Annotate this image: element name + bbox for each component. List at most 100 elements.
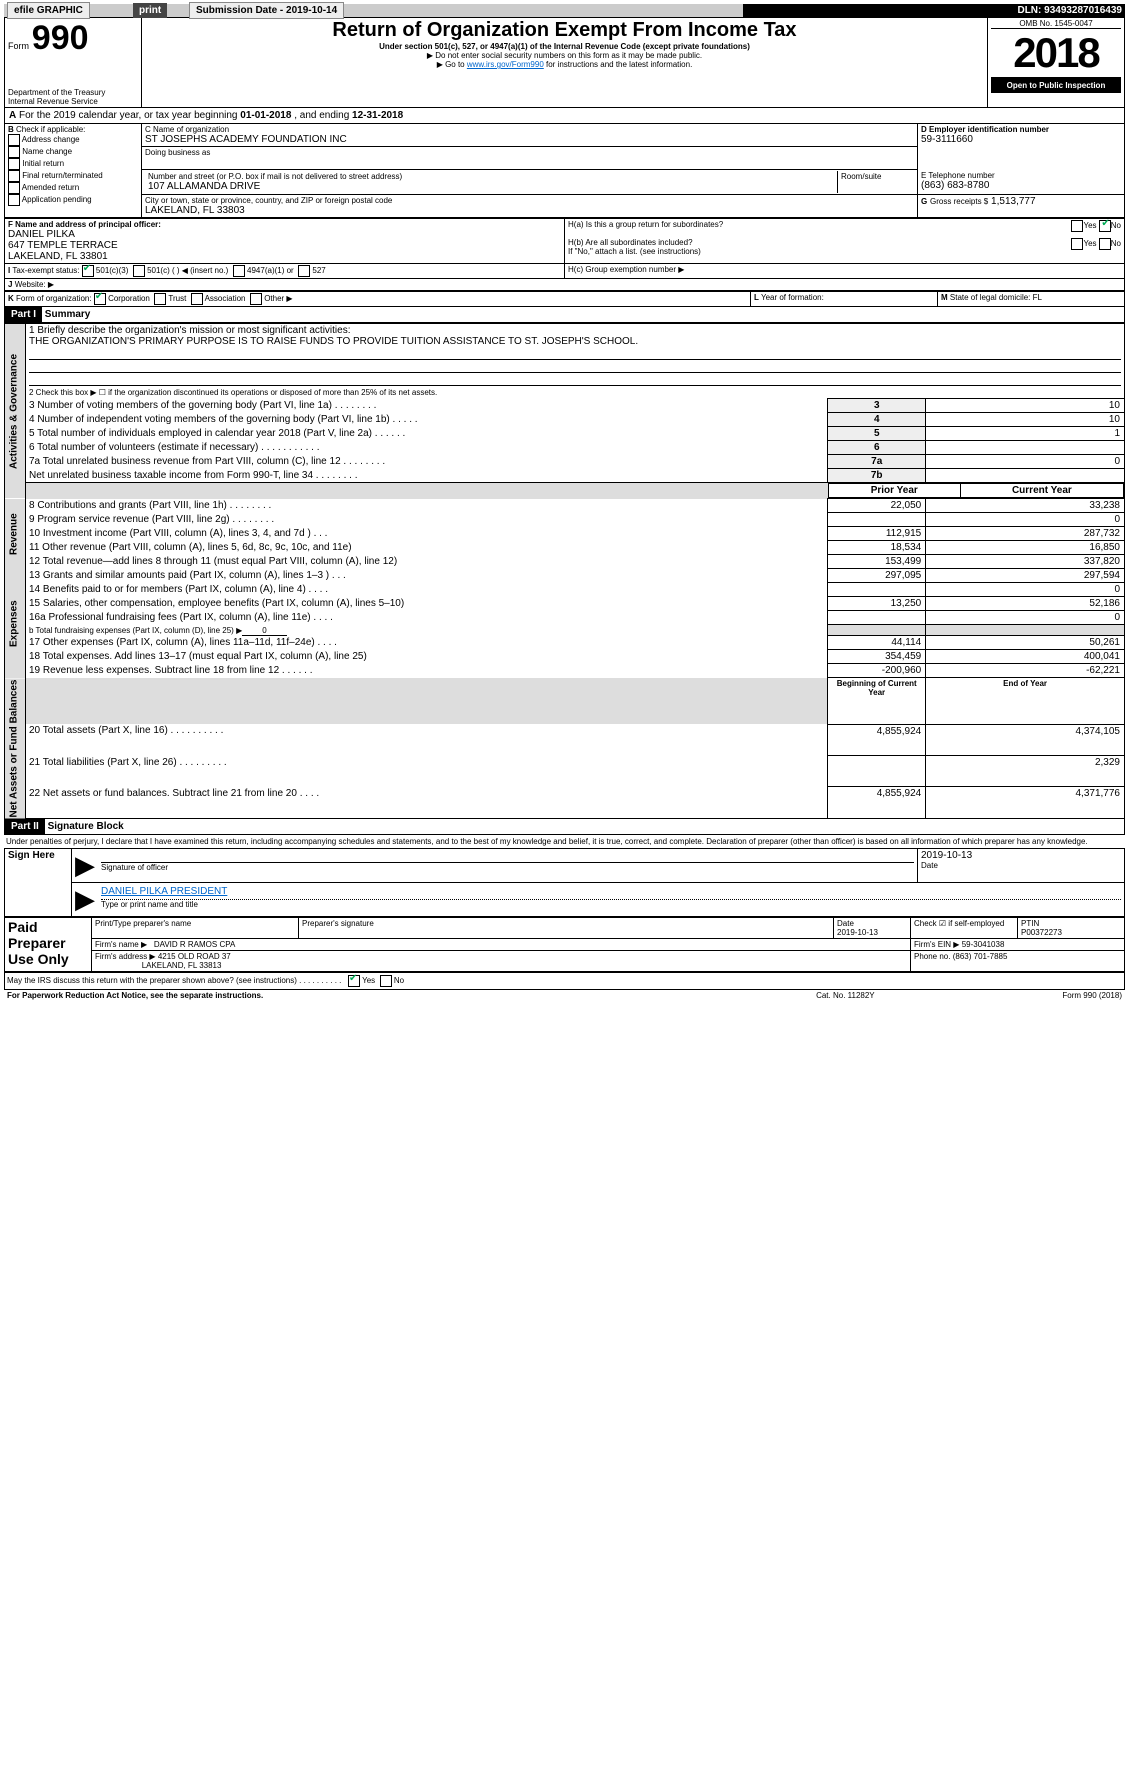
r14c: 0 <box>926 583 1125 597</box>
v7b <box>926 469 1125 483</box>
part2-block: Part II Signature Block <box>4 819 1125 835</box>
ha-yes: Yes <box>1083 221 1096 230</box>
dept-treasury: Department of the Treasury <box>8 88 138 97</box>
street-address: 107 ALLAMANDA DRIVE <box>148 181 834 192</box>
i-4947: 4947(a)(1) or <box>247 266 294 275</box>
part1-title: Summary <box>45 309 91 320</box>
d-label: D Employer identification number <box>921 125 1121 134</box>
prep-name-lbl: Print/Type preparer's name <box>92 917 299 938</box>
officer-group-block: F Name and address of principal officer:… <box>4 218 1125 291</box>
cat-no: Cat. No. 11282Y <box>753 990 937 1001</box>
v3: 10 <box>926 399 1125 413</box>
officer-signed-name[interactable]: DANIEL PILKA PRESIDENT <box>101 886 227 897</box>
line7a: 7a Total unrelated business revenue from… <box>26 455 828 469</box>
boy-hdr: Beginning of Current Year <box>828 678 926 725</box>
r14p <box>828 583 926 597</box>
r19c: -62,221 <box>926 664 1125 678</box>
vtab-revenue: Revenue <box>5 499 26 569</box>
firm-name: DAVID R RAMOS CPA <box>154 940 236 949</box>
m-label: M <box>941 293 948 302</box>
line7b: Net unrelated business taxable income fr… <box>26 469 828 483</box>
line6: 6 Total number of volunteers (estimate i… <box>26 441 828 455</box>
line8: 8 Contributions and grants (Part VIII, l… <box>26 499 828 513</box>
r12c: 337,820 <box>926 555 1125 569</box>
omb-number: OMB No. 1545-0047 <box>991 19 1121 29</box>
r13p: 297,095 <box>828 569 926 583</box>
r16c: 0 <box>926 611 1125 625</box>
paid-preparer-label: Paid Preparer Use Only <box>5 917 92 971</box>
l-label: L <box>754 293 759 302</box>
r12p: 153,499 <box>828 555 926 569</box>
klm-block: K Form of organization: Corporation Trus… <box>4 291 1125 307</box>
line15: 15 Salaries, other compensation, employe… <box>26 597 828 611</box>
form-subtitle1: Under section 501(c), 527, or 4947(a)(1)… <box>145 42 984 51</box>
line16a: 16a Professional fundraising fees (Part … <box>26 611 828 625</box>
line9: 9 Program service revenue (Part VIII, li… <box>26 513 828 527</box>
officer-addr1: 647 TEMPLE TERRACE <box>8 240 561 251</box>
ha-no: No <box>1111 221 1121 230</box>
paid-preparer-block: Paid Preparer Use Only Print/Type prepar… <box>4 917 1125 972</box>
vtab-expenses: Expenses <box>5 569 26 678</box>
hb-text: H(b) Are all subordinates included? <box>568 238 693 247</box>
sig-date-label: Date <box>921 861 1121 870</box>
part1-table: Activities & Governance 1 Briefly descri… <box>4 323 1125 819</box>
phone-lbl: Phone no. <box>914 952 950 961</box>
discuss-text: May the IRS discuss this return with the… <box>7 976 341 985</box>
addr-label: Number and street (or P.O. box if mail i… <box>148 172 834 181</box>
firm-ein-lbl: Firm's EIN ▶ <box>914 940 959 949</box>
ha-text: H(a) Is this a group return for subordin… <box>568 220 723 229</box>
submission-date: Submission Date - 2019-10-14 <box>189 2 344 19</box>
k-assoc: Association <box>205 294 246 303</box>
hb-no: No <box>1111 239 1121 248</box>
goto-prefix: ▶ Go to <box>437 60 467 69</box>
m-text: State of legal domicile: FL <box>950 293 1042 302</box>
part1-hdr: Part I <box>5 307 42 322</box>
form990-link[interactable]: www.irs.gov/Form990 <box>467 60 544 69</box>
open-inspection: Open to Public Inspection <box>991 77 1121 93</box>
r8c: 33,238 <box>926 499 1125 513</box>
g-text: Gross receipts $ <box>930 197 988 206</box>
dba-label: Doing business as <box>145 148 914 157</box>
form-footer: Form 990 (2018) <box>938 990 1125 1001</box>
vtab-governance: Activities & Governance <box>5 324 26 499</box>
r9c: 0 <box>926 513 1125 527</box>
tax-year: 2018 <box>991 29 1121 77</box>
r20c: 4,374,105 <box>926 724 1125 755</box>
officer-name: DANIEL PILKA <box>8 229 561 240</box>
footer: For Paperwork Reduction Act Notice, see … <box>4 990 1125 1001</box>
part2-title: Signature Block <box>48 821 124 832</box>
form-title: Return of Organization Exempt From Incom… <box>145 19 984 42</box>
mission-text: THE ORGANIZATION'S PRIMARY PURPOSE IS TO… <box>29 336 1121 347</box>
k-other: Other ▶ <box>264 294 292 303</box>
form-number: 990 <box>32 19 89 57</box>
line22: 22 Net assets or fund balances. Subtract… <box>26 787 828 818</box>
g-label: G <box>921 197 927 206</box>
k-trust: Trust <box>168 294 186 303</box>
r16p <box>828 611 926 625</box>
r15c: 52,186 <box>926 597 1125 611</box>
print-button[interactable]: print <box>133 3 167 18</box>
j-website: Website: ▶ <box>15 280 54 289</box>
i-label: I <box>8 266 10 275</box>
check-self-employed: Check ☑ if self-employed <box>911 917 1018 938</box>
efile-label: efile GRAPHIC <box>7 2 90 19</box>
firm-addr-lbl: Firm's address ▶ <box>95 952 156 961</box>
current-year-hdr: Current Year <box>960 484 1123 498</box>
goto-suffix: for instructions and the latest informat… <box>544 60 693 69</box>
r22c: 4,371,776 <box>926 787 1125 818</box>
b-app-pending: Application pending <box>22 195 92 204</box>
r11c: 16,850 <box>926 541 1125 555</box>
hc-text: H(c) Group exemption number ▶ <box>565 264 1125 279</box>
b-final: Final return/terminated <box>22 171 102 180</box>
line5: 5 Total number of individuals employed i… <box>26 427 828 441</box>
line17: 17 Other expenses (Part IX, column (A), … <box>26 636 828 650</box>
vtab-netassets: Net Assets or Fund Balances <box>5 678 26 819</box>
r22p: 4,855,924 <box>828 787 926 818</box>
k-label: K <box>8 294 14 303</box>
line2: 2 Check this box ▶ ☐ if the organization… <box>26 387 1125 399</box>
ein-value: 59-3111660 <box>921 134 1121 145</box>
j-label: J <box>8 280 12 289</box>
discuss-yes: Yes <box>362 976 375 985</box>
r10p: 112,915 <box>828 527 926 541</box>
sig-officer-label: Signature of officer <box>101 863 914 872</box>
